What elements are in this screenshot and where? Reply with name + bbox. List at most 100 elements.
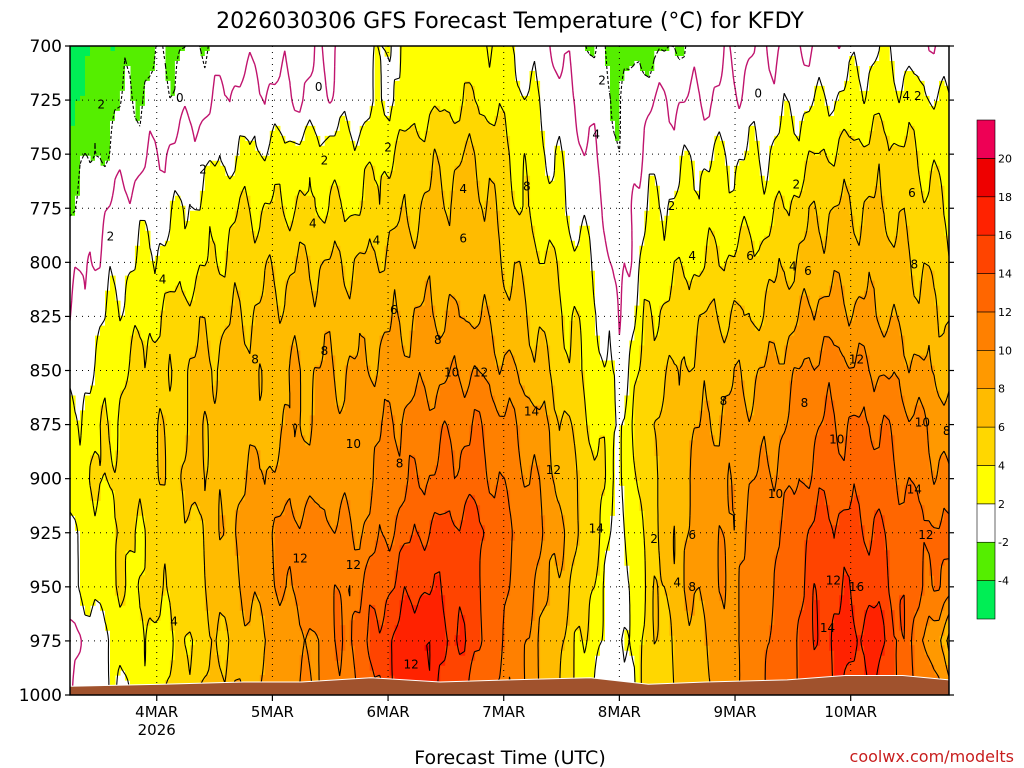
temperature-band [219,270,949,695]
colorbar-swatch [976,426,996,466]
contour-label: 4 [159,273,167,287]
contour-label: 2 [598,74,606,88]
colorbar-swatch [976,503,996,543]
y-tick-label: 900 [30,470,62,490]
temperature-band [369,490,905,695]
temperature-band [70,46,685,217]
x-tick-label: 9MAR [713,703,756,721]
contour-label: 6 [688,528,696,542]
contour-label: 4 [673,576,681,590]
contour-label: 14 [524,405,539,419]
y-tick-label: 700 [30,37,62,57]
contour-line-8 [218,269,949,695]
contour-label: 8 [943,424,951,438]
colorbar-swatch [976,388,996,428]
x-tick-label: 8MAR [598,703,641,721]
contour-line-18 [426,641,431,671]
colorbar-label: 12 [998,306,1012,319]
contour-label: 10 [915,415,930,429]
y-tick-label: 750 [30,145,62,165]
temperature-band [159,140,949,695]
contour-label: 2 [199,162,207,176]
colorbar-swatch [976,541,996,581]
contour-label: 8 [251,353,259,367]
contour-label: 10 [346,437,361,451]
y-tick-label: 850 [30,362,62,382]
y-tick-label: 775 [30,199,62,219]
colorbar-label: 20 [998,152,1012,165]
colorbar-label: 16 [998,229,1012,242]
contour-label: 6 [746,249,754,263]
x-tick-label: 4MAR [135,703,178,721]
contour-label: 12 [404,658,419,672]
contour-label: 2 [107,229,115,243]
contour-label: 2 [793,177,801,191]
contour-label: 4 [592,128,600,142]
contour-label: 8 [688,580,696,594]
colorbar-label: 2 [998,498,1005,511]
contour-label: 8 [523,180,531,194]
y-tick-label: 725 [30,91,62,111]
contour-line-2 [70,46,949,695]
contour-label: 4 [902,89,910,103]
colorbar-label: -2 [998,536,1009,549]
colorbar-swatch [976,234,996,274]
contour-label: 4 [170,614,178,628]
contour-lines [70,46,949,695]
contour-label: 4 [789,260,797,274]
contour-label: 10 [444,366,459,380]
contour-label: 4 [373,234,381,248]
colorbar-swatch [976,273,996,313]
colorbar-label: 8 [998,383,1005,396]
contour-line-4 [88,82,949,695]
temperature-band [90,80,949,695]
y-tick-label: 875 [30,416,62,436]
contour-label: 12 [346,558,361,572]
contour-label: 6 [804,264,812,278]
contour-label: 8 [801,396,809,410]
contour-label: 6 [390,303,398,317]
contour-label: 12 [473,366,488,380]
y-tick-label: 825 [30,307,62,327]
contour-label: 2 [650,532,658,546]
contour-label: 4 [459,182,467,196]
contour-line-0 [70,46,937,695]
contour-line-10 [271,335,949,695]
contour-label: 4 [309,216,317,230]
y-tick-label: 1000 [19,686,62,706]
contour-label: 14 [907,482,922,496]
contour-label: 8 [396,457,404,471]
contour-label: 16 [849,580,864,594]
y-tick-label: 925 [30,524,62,544]
colorbar-label: 10 [998,344,1012,357]
contour-label: 4 [688,249,696,263]
x-axis-label: Forecast Time (UTC) [414,747,605,768]
colorbar-label: 14 [998,268,1012,281]
colorbar-swatch [976,119,996,159]
x-tick-label: 6MAR [366,703,409,721]
contour-label: 8 [434,333,442,347]
colorbar-swatch [976,311,996,351]
contour-label: 12 [918,528,933,542]
contour-label: 0 [754,87,762,101]
temperature-band [70,46,949,695]
colorbar-swatch [976,465,996,505]
contour-label: 14 [589,521,604,535]
contour-label: 6 [908,186,916,200]
contour-label: 6 [459,232,467,246]
temperature-band [334,395,949,695]
y-tick-label: 975 [30,632,62,652]
contour-label: 14 [820,621,835,635]
contour-line-12 [333,382,949,695]
temperature-band [70,46,949,695]
dotted-gridlines [70,46,949,695]
contour-label: 12 [546,463,561,477]
contour-label: 8 [720,394,728,408]
contour-label: 0 [176,91,184,105]
x-tick-sublabel: 2026 [138,721,176,739]
colorbar-swatch [976,196,996,236]
